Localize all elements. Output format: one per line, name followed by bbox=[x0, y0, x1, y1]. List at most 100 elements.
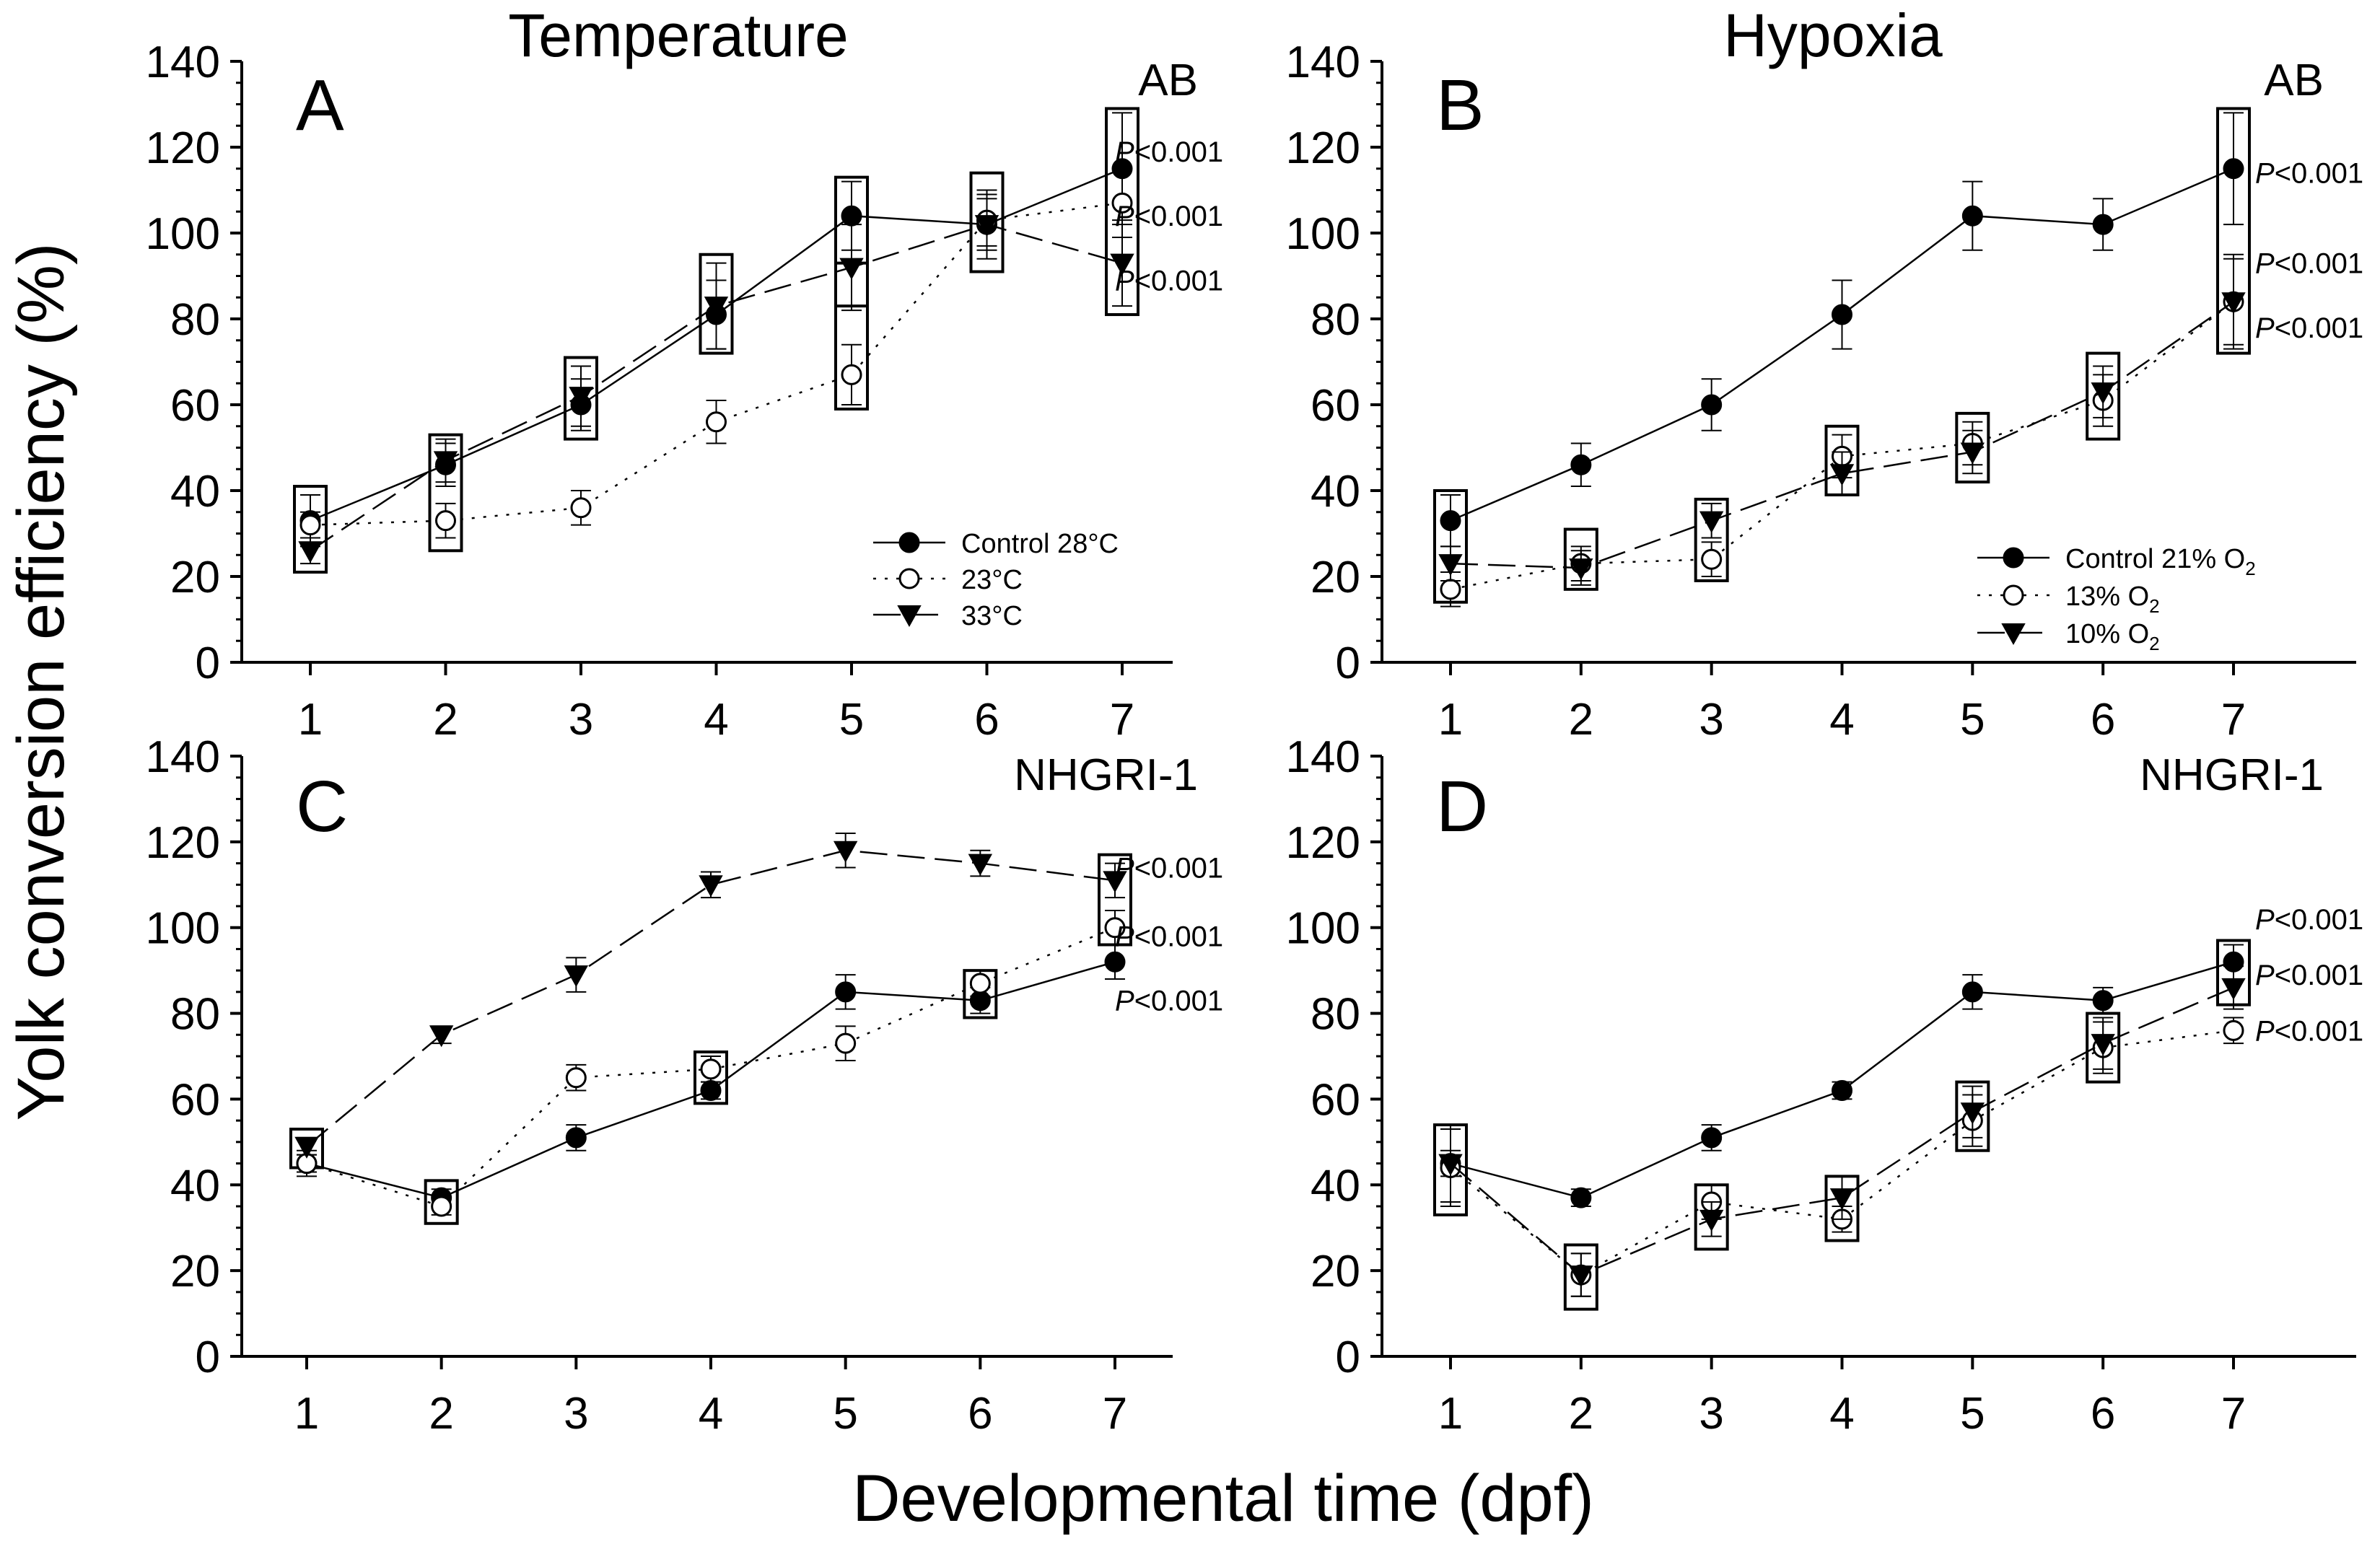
panel-a-x-tick-label: 2 bbox=[433, 695, 458, 745]
column-title-hypoxia: Hypoxia bbox=[1723, 1, 1943, 69]
panel-a-p-value-1: P<0.001 bbox=[1115, 201, 1223, 232]
panel-b-legend-marker-0 bbox=[2003, 547, 2024, 569]
panel-d-x-tick-label: 2 bbox=[1569, 1389, 1593, 1439]
panel-b-series-group: P<0.001 P<0.001 P<0.001 bbox=[1438, 112, 2363, 607]
panel-a-series-2-point bbox=[1110, 253, 1134, 276]
panel-b-y-tick-label: 120 bbox=[1286, 123, 1360, 173]
panel-c-series-2-point bbox=[564, 965, 589, 988]
panel-b-series-0-point bbox=[2092, 214, 2114, 235]
panel-c-series-2-point bbox=[429, 1025, 454, 1048]
panel-c-series-1-point bbox=[969, 973, 991, 994]
panel-c-axes: 0 20 40 60 80 100 120 140 1 2 3 4 5 6 7 bbox=[146, 732, 1173, 1439]
panel-a-legend: Control 28°C 23°C 33°C bbox=[873, 529, 1119, 631]
panel-a-y-tick-label: 20 bbox=[170, 553, 220, 602]
panel-c-x-tick-label: 3 bbox=[564, 1389, 588, 1439]
panel-d-series-2-point bbox=[1569, 1265, 1593, 1288]
panel-a-series-1-point bbox=[435, 510, 456, 532]
panel-d-y-tick-label: 40 bbox=[1311, 1161, 1360, 1211]
panel-c-strain: NHGRI-1 bbox=[1014, 750, 1198, 800]
panel-b-series-1-point bbox=[1701, 548, 1723, 570]
panel-d-x-tick-label: 3 bbox=[1699, 1389, 1723, 1439]
panel-d-significance-box bbox=[1563, 1243, 1598, 1311]
panel-b-legend-label-2: 10% O2 bbox=[2065, 619, 2160, 654]
panel-b-series-0-point bbox=[1440, 510, 1461, 532]
panel-a-legend-label-0: Control 28°C bbox=[961, 529, 1119, 559]
panel-b-series-1-point bbox=[1440, 579, 1461, 600]
panel-b-x-tick-label: 5 bbox=[1960, 695, 1985, 745]
panel-b-series-2-point bbox=[1438, 554, 1463, 576]
panel-d-series-0-point bbox=[1570, 1187, 1592, 1208]
panel-b-y-tick-label: 100 bbox=[1286, 209, 1360, 259]
panel-a-series-0-point bbox=[841, 205, 862, 227]
panel-d-x-tick-label: 4 bbox=[1829, 1389, 1854, 1439]
panel-d-series-2-point bbox=[2091, 1034, 2115, 1056]
panel-a-series-2-point bbox=[704, 297, 729, 319]
panel-b-significance-box bbox=[2216, 107, 2251, 355]
panel-d-significance-box bbox=[1955, 1080, 1990, 1152]
panel-a-x-tick-label: 1 bbox=[298, 695, 323, 745]
panel-d-y-tick-label: 80 bbox=[1311, 990, 1360, 1040]
panel-b-p-value-1: P<0.001 bbox=[2255, 248, 2363, 280]
panel-b-series-2-point bbox=[2221, 292, 2246, 315]
panel-c-x-tick-label: 5 bbox=[833, 1389, 857, 1439]
panel-b-x-tick-label: 7 bbox=[2221, 695, 2246, 745]
panel-b-series-0-point bbox=[1832, 304, 1852, 325]
panel-d-x-tick-label: 5 bbox=[1960, 1389, 1985, 1439]
panel-b-series-2-point bbox=[1829, 464, 1855, 486]
panel-c-series-0-point bbox=[835, 981, 857, 1003]
panel-b-series-0-point bbox=[1701, 394, 1723, 416]
panel-a-series-1-point bbox=[299, 514, 321, 536]
panel-a-axes: 0 20 40 60 80 100 120 140 1 2 3 4 5 6 7 bbox=[146, 38, 1173, 745]
panel-d-p-value-0: P<0.001 bbox=[2255, 904, 2363, 936]
panel-a-y-tick-label: 80 bbox=[170, 295, 220, 345]
panel-c-p-value-0: P<0.001 bbox=[1115, 853, 1223, 885]
panel-c-series-2-point bbox=[1103, 871, 1127, 893]
panel-a-x-tick-label: 3 bbox=[569, 695, 593, 745]
panel-a-series-1-line bbox=[310, 202, 1123, 526]
panel-c-series-0-point bbox=[565, 1127, 587, 1149]
panel-d-x-tick-label: 1 bbox=[1438, 1389, 1463, 1439]
panel-c-y-tick-label: 40 bbox=[170, 1161, 220, 1211]
panel-a-legend-marker-2 bbox=[897, 605, 922, 628]
panel-c-y-tick-label: 120 bbox=[146, 818, 220, 868]
panel-b-x-tick-label: 3 bbox=[1699, 695, 1723, 745]
panel-d-letter: D bbox=[1436, 766, 1488, 847]
panel-b-series-2-point bbox=[1699, 511, 1724, 533]
panel-a-x-tick-label: 4 bbox=[704, 695, 728, 745]
panel-a-legend-marker-0 bbox=[898, 532, 920, 553]
panel-b-y-tick-label: 60 bbox=[1311, 381, 1360, 431]
panel-c-x-tick-label: 6 bbox=[968, 1389, 992, 1439]
panel-b-legend-marker-1 bbox=[2003, 584, 2024, 606]
panel-c-series-2-point bbox=[968, 854, 993, 876]
panel-c-series-2-point bbox=[294, 1136, 319, 1159]
panel-a-series-2-point bbox=[569, 387, 593, 409]
panel-a-legend-label-2: 33°C bbox=[961, 601, 1023, 631]
panel-a-y-tick-label: 60 bbox=[170, 381, 220, 431]
panel-c-y-tick-label: 20 bbox=[170, 1247, 220, 1296]
panel-c-x-tick-label: 4 bbox=[699, 1389, 723, 1439]
panel-b-y-tick-label: 40 bbox=[1311, 467, 1360, 517]
panel-d-p-value-1: P<0.001 bbox=[2255, 960, 2363, 991]
panel-a-y-tick-label: 40 bbox=[170, 467, 220, 517]
panel-a-letter: A bbox=[296, 65, 344, 146]
panel-b-y-tick-label: 20 bbox=[1311, 553, 1360, 602]
panel-a-series-1-point bbox=[841, 364, 862, 385]
panel-c-series-2-point bbox=[833, 841, 858, 863]
panel-d-series-1-line bbox=[1450, 1030, 2234, 1276]
panel-b-letter: B bbox=[1436, 65, 1484, 146]
panel-b-strain: AB bbox=[2264, 56, 2324, 105]
panel-b-series-2-point bbox=[1569, 558, 1593, 581]
panel-d-y-tick-label: 140 bbox=[1286, 732, 1360, 782]
panel-c-y-tick-label: 0 bbox=[196, 1333, 220, 1382]
panel-c-significance-box bbox=[424, 1179, 459, 1225]
panel-d-series-0-point bbox=[2092, 990, 2114, 1012]
panel-a-y-tick-label: 120 bbox=[146, 123, 220, 173]
panel-c-x-tick-label: 2 bbox=[429, 1389, 453, 1439]
panel-a-series-group: P<0.001 P<0.001 P<0.001 bbox=[298, 112, 1223, 565]
panel-c-y-tick-label: 80 bbox=[170, 990, 220, 1040]
panel-a-y-tick-label: 0 bbox=[196, 639, 220, 688]
panel-c-significance-box bbox=[694, 1050, 728, 1105]
panel-d-series-0-line bbox=[1450, 961, 2234, 1199]
panel-a-strain: AB bbox=[1138, 56, 1198, 105]
panel-b-significance-box bbox=[2086, 351, 2121, 441]
